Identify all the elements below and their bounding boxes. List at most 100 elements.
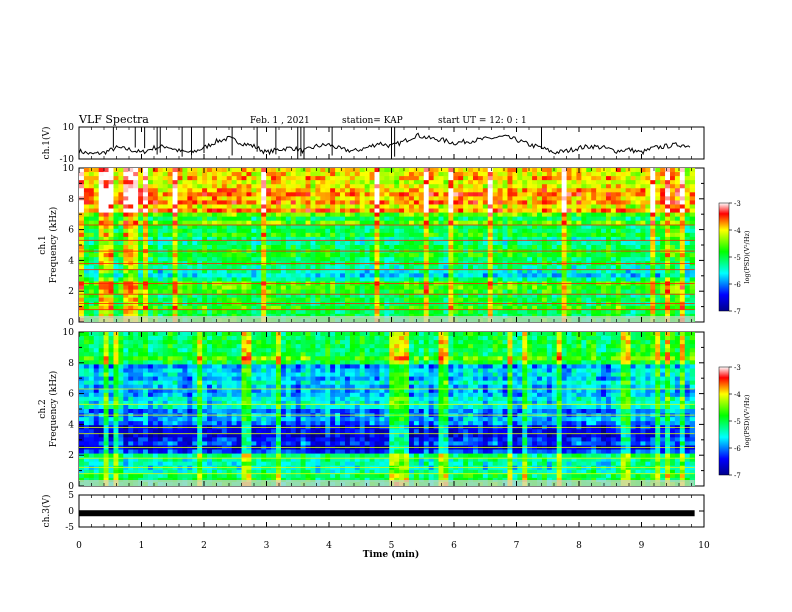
spectrogram-cell (344, 253, 351, 258)
spectrogram-cell (517, 192, 523, 197)
spectrogram-cell (482, 297, 489, 303)
spectrogram-cell (251, 265, 257, 270)
spectrogram-cell (374, 176, 380, 181)
spectrogram-cell (443, 297, 449, 303)
spectrogram-cell (625, 257, 631, 262)
spectrogram-cell (650, 216, 656, 222)
spectrogram-cell (453, 168, 459, 173)
spectrogram-cell (88, 200, 95, 205)
spectrogram-cell (108, 192, 114, 197)
spectrogram-cell (172, 232, 178, 238)
spectrogram-cell (546, 269, 553, 274)
spectrogram-cell (295, 257, 302, 262)
spectrogram-cell (93, 245, 100, 250)
spectrogram-cell (340, 192, 346, 197)
spectrogram-cell (335, 172, 341, 177)
spectrogram-cell (349, 188, 356, 193)
spectrogram-cell (98, 297, 105, 303)
spectrogram-cell (359, 240, 366, 246)
spectrogram-cell (211, 176, 218, 181)
spectrogram-cell (103, 336, 109, 341)
spectrogram-cell (418, 192, 425, 197)
spectrogram-cell (463, 220, 469, 226)
spectrogram-cell (349, 172, 356, 177)
spectrogram-cell (581, 188, 587, 193)
spectrogram-cell (276, 265, 282, 270)
spectrogram-cell (172, 184, 178, 189)
spectrogram-cell (138, 172, 144, 177)
spectrogram-cell (276, 297, 282, 303)
spectrogram-cell (280, 192, 287, 197)
spectrogram-cell (438, 236, 444, 242)
spectrogram-cell (349, 200, 356, 205)
spectrogram-cell (453, 232, 459, 238)
spectrogram-cell (83, 289, 90, 295)
spectrogram-cell (335, 224, 341, 230)
spectrogram-cell (532, 285, 538, 290)
spectrogram-cell (522, 232, 528, 238)
spectrogram-cell (453, 240, 459, 246)
spectrogram-cell (448, 253, 454, 258)
spectrogram-cell (113, 180, 119, 185)
spectrogram-cell (615, 180, 622, 185)
spectrogram-cell (448, 232, 454, 238)
spectrogram-cell (463, 293, 469, 299)
spectrogram-cell (295, 204, 302, 209)
spectrogram-cell (261, 176, 267, 181)
spectrogram-cell (93, 253, 100, 258)
spectrogram-cell (601, 277, 607, 282)
spectrogram-cell (527, 232, 533, 238)
spectrogram-cell (527, 224, 533, 230)
spectrogram-cell (541, 297, 548, 303)
spectrogram-cell (458, 336, 464, 341)
spectrogram-cell (527, 289, 533, 295)
spectrogram-cell (512, 184, 518, 189)
spectrogram-cell (541, 305, 548, 311)
spectrogram-cell (325, 273, 331, 278)
spectrogram-cell (566, 293, 572, 299)
spectrogram-cell (566, 289, 572, 295)
spectrogram-cell (640, 257, 646, 262)
spectrogram-cell (241, 220, 247, 226)
spectrogram-cell (630, 208, 636, 213)
spectrogram-cell (596, 216, 602, 222)
spectrogram-cell (423, 240, 430, 246)
spectrogram-cell (364, 297, 370, 303)
spectrogram-cell (655, 265, 661, 270)
spectrogram-cell (300, 305, 306, 311)
spectrogram-cell (295, 336, 302, 341)
spectrogram-cell (492, 245, 499, 250)
spectrogram-cell (605, 220, 612, 226)
spectrogram-cell (443, 236, 449, 242)
spectrogram-cell (344, 269, 351, 274)
spectrogram-cell (167, 188, 173, 193)
spectrogram-cell (157, 277, 164, 282)
spectrogram-cell (315, 332, 321, 337)
spectrogram-cell (487, 332, 494, 337)
spectrogram-cell (458, 180, 464, 185)
spectrogram-cell (492, 208, 499, 213)
spectrogram-cell (546, 293, 553, 299)
spectrogram-cell (128, 297, 134, 303)
spectrogram-cell (408, 208, 415, 213)
spectrogram-cell (128, 305, 134, 311)
spectrogram-cell (404, 305, 410, 311)
spectrogram-cell (344, 200, 351, 205)
spectrogram-cell (197, 232, 203, 238)
spectrogram-cell (591, 253, 597, 258)
spectrogram-cell (231, 240, 237, 246)
spectrogram-cell (202, 273, 208, 278)
spectrogram-cell (527, 216, 533, 222)
spectrogram-cell (246, 172, 252, 177)
spectrogram-cell (221, 236, 228, 242)
spectrogram-cell (477, 208, 484, 213)
spectrogram-cell (88, 245, 95, 250)
spectrogram-cell (551, 297, 558, 303)
spectrogram-cell (280, 245, 287, 250)
spectrogram-cell (226, 277, 233, 282)
spectrogram-cell (320, 269, 326, 274)
spectrogram-cell (364, 200, 370, 205)
spectrogram-cell (443, 240, 449, 246)
spectrogram-cell (418, 253, 425, 258)
spectrogram-cell (591, 305, 597, 311)
